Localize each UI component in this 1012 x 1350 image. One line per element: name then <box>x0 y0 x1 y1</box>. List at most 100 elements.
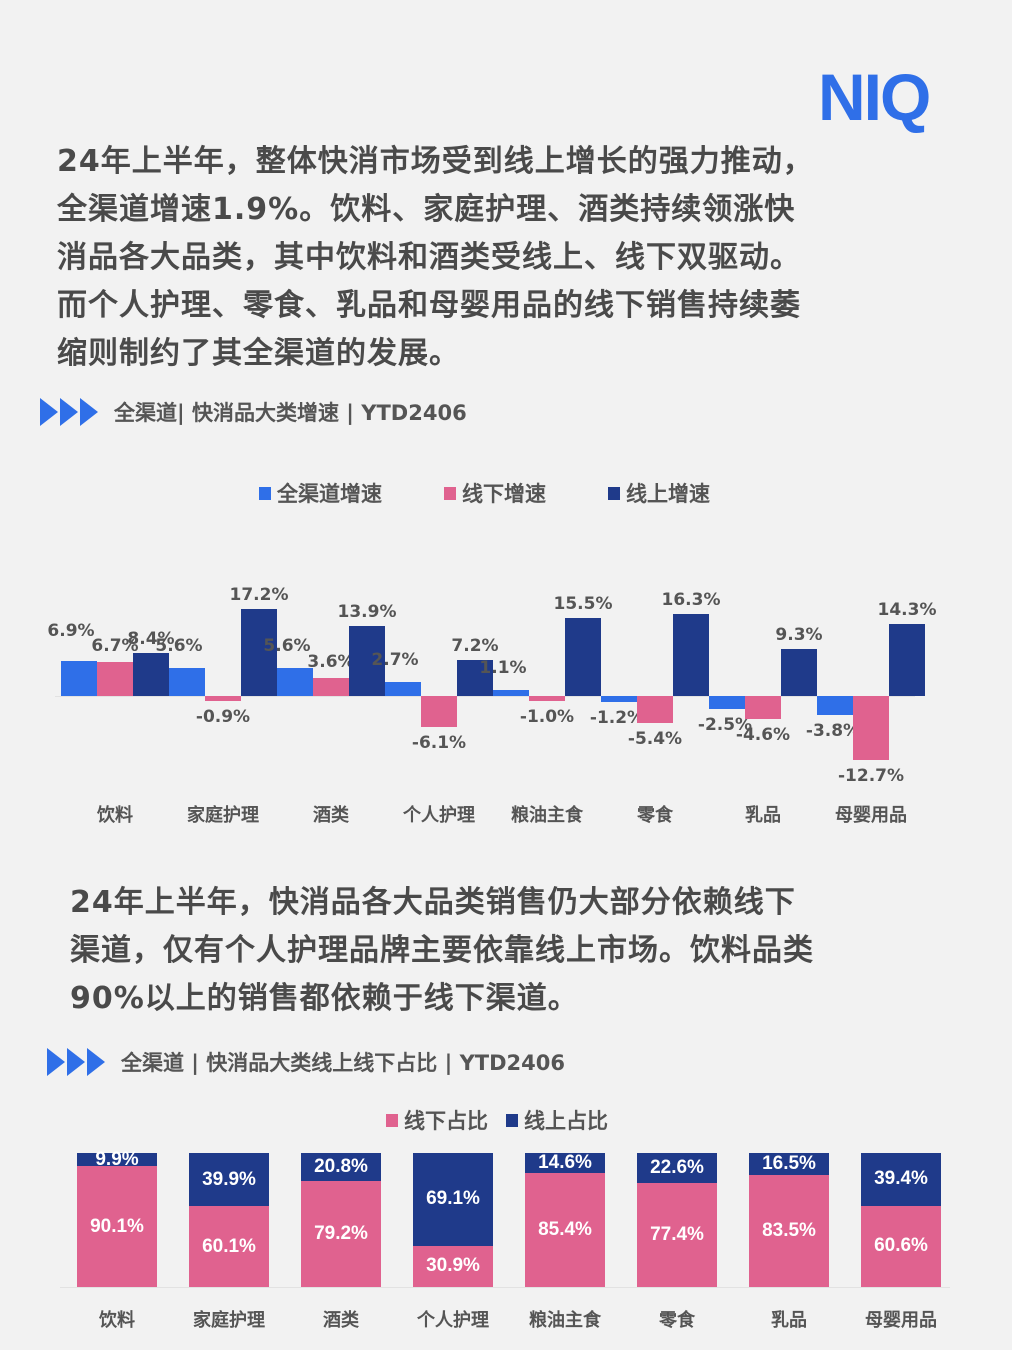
data-label: -2.5% <box>697 714 753 735</box>
legend-item-offline-share: 线下占比 <box>386 1105 488 1135</box>
category-label: 乳品 <box>771 1310 807 1331</box>
bar-offline <box>529 696 565 702</box>
data-label: 15.5% <box>553 593 613 614</box>
bar-online <box>889 623 925 696</box>
growth-chart-legend: 全渠道增速 线下增速 线上增速 <box>259 478 710 508</box>
data-label-online: 16.5% <box>762 1153 816 1175</box>
bar-offline <box>205 696 241 701</box>
data-label: -4.6% <box>735 725 791 746</box>
bar-online-share <box>861 1153 941 1206</box>
section2-line: 24年上半年，快消品各大品类销售仍大部分依赖线下 <box>70 885 796 920</box>
data-label-online: 39.4% <box>874 1168 928 1190</box>
data-label: 8.4% <box>127 629 175 650</box>
bar-all-channel <box>601 696 637 703</box>
data-label: 2.7% <box>371 650 419 671</box>
data-label: 14.3% <box>877 599 937 620</box>
data-label: 7.2% <box>451 635 499 656</box>
bar-all-channel <box>169 667 205 696</box>
section2-line: 渠道，仅有个人护理品牌主要依靠线上市场。饮料品类 <box>70 933 814 968</box>
data-label: -6.1% <box>411 732 467 753</box>
share-baseline <box>60 1287 950 1288</box>
triple-arrow-icon <box>40 398 100 426</box>
bar-online <box>241 608 277 696</box>
data-label-online: 69.1% <box>426 1188 480 1210</box>
data-label-offline: 79.2% <box>314 1222 368 1244</box>
legend-swatch <box>444 486 456 500</box>
bar-online <box>673 613 709 696</box>
bar-online-share <box>189 1153 269 1207</box>
section-title-growth: 全渠道| 快消品大类增速 | YTD2406 <box>40 397 467 427</box>
niq-logo: NIQ <box>818 60 931 134</box>
bar-online-share <box>749 1153 829 1176</box>
data-label-online: 39.9% <box>202 1168 256 1190</box>
intro-line: 消品各大品类，其中饮料和酒类受线上、线下双驱动。 <box>57 240 801 275</box>
category-label: 个人护理 <box>403 805 475 826</box>
bar-offline-share <box>189 1206 269 1287</box>
data-label: 5.6% <box>263 635 311 656</box>
legend-label: 线下增速 <box>462 482 546 506</box>
bar-offline-share <box>77 1166 157 1287</box>
bar-all-channel <box>385 682 421 696</box>
category-label: 家庭护理 <box>187 805 259 826</box>
data-label: 16.3% <box>661 589 721 610</box>
category-label: 粮油主食 <box>511 805 583 826</box>
legend-label: 线下占比 <box>404 1109 488 1133</box>
bar-online-share <box>637 1153 717 1184</box>
legend-item-online-share: 线上占比 <box>506 1105 608 1135</box>
section-title-text: 全渠道| 快消品大类增速 | YTD2406 <box>114 401 467 425</box>
bar-offline-share <box>861 1205 941 1287</box>
data-label: -1.2% <box>589 708 645 729</box>
data-label: 3.6% <box>307 651 355 672</box>
section-title-share: 全渠道 | 快消品大类线上线下占比 | YTD2406 <box>47 1047 565 1077</box>
bar-offline-share <box>525 1172 605 1287</box>
legend-label: 线上增速 <box>626 482 710 506</box>
legend-swatch <box>259 486 271 500</box>
data-label-online: 20.8% <box>314 1155 368 1177</box>
data-label-offline: 85.4% <box>538 1218 592 1240</box>
legend-label: 全渠道增速 <box>277 482 382 506</box>
bar-offline <box>637 696 673 724</box>
bar-online <box>781 648 817 696</box>
zero-baseline <box>55 696 915 697</box>
legend-label: 线上占比 <box>524 1109 608 1133</box>
bar-offline <box>97 662 133 696</box>
bar-offline <box>745 696 781 720</box>
data-label: 9.3% <box>775 624 823 645</box>
category-label: 母婴用品 <box>835 805 907 826</box>
category-label: 饮料 <box>99 1310 135 1331</box>
data-label-offline: 83.5% <box>762 1220 816 1242</box>
category-label: 粮油主食 <box>529 1310 601 1331</box>
section2-line: 90%以上的销售都依赖于线下渠道。 <box>70 981 579 1016</box>
data-label: -5.4% <box>627 729 683 750</box>
bar-online <box>565 617 601 696</box>
category-label: 个人护理 <box>417 1310 489 1331</box>
bar-offline-share <box>301 1180 381 1287</box>
bar-all-channel <box>817 696 853 716</box>
legend-swatch <box>506 1113 518 1127</box>
legend-item-online: 线上增速 <box>608 478 710 508</box>
triple-arrow-icon <box>47 1048 107 1076</box>
intro-line: 缩则制约了其全渠道的发展。 <box>57 336 460 371</box>
category-label: 零食 <box>637 805 673 826</box>
data-label-offline: 60.6% <box>874 1235 928 1257</box>
bar-online <box>457 659 493 696</box>
bar-offline <box>421 696 457 727</box>
bar-online-share <box>413 1153 493 1246</box>
bar-all-channel <box>277 667 313 696</box>
legend-item-offline: 线下增速 <box>444 478 546 508</box>
intro-line: 而个人护理、零食、乳品和母婴用品的线下销售持续萎 <box>57 288 801 323</box>
data-label-offline: 77.4% <box>650 1224 704 1246</box>
bar-offline <box>853 696 889 761</box>
category-label: 零食 <box>659 1310 695 1331</box>
intro-line: 24年上半年，整体快消市场受到线上增长的强力推动， <box>57 144 814 179</box>
bar-online <box>133 653 169 696</box>
data-label: -12.7% <box>837 766 905 787</box>
legend-item-all-channel: 全渠道增速 <box>259 478 382 508</box>
section-title-text: 全渠道 | 快消品大类线上线下占比 | YTD2406 <box>121 1051 565 1075</box>
bar-online <box>349 625 385 696</box>
data-label-online: 22.6% <box>650 1157 704 1179</box>
category-label: 乳品 <box>745 805 781 826</box>
bar-online-share <box>77 1153 157 1167</box>
category-label: 家庭护理 <box>193 1310 265 1331</box>
